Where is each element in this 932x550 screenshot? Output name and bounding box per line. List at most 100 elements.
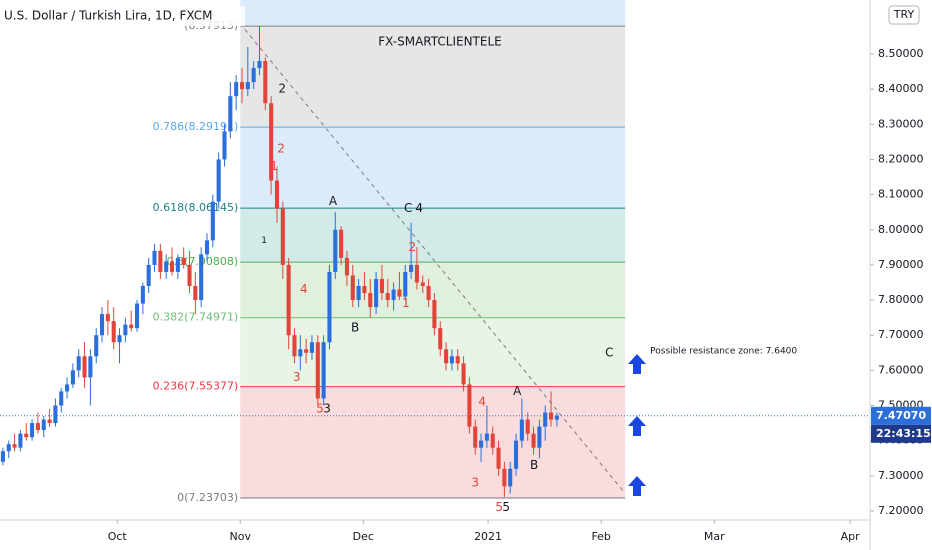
candle-body — [508, 468, 513, 487]
candle-body — [263, 61, 268, 104]
x-tick-label: Nov — [230, 530, 252, 543]
currency-box[interactable] — [888, 5, 920, 25]
y-tick-label: 7.20000 — [878, 504, 924, 517]
countdown: 22:43:15 — [876, 427, 931, 440]
candle-body — [222, 131, 227, 160]
price-tag — [871, 406, 931, 425]
y-tick-label: 8.10000 — [878, 188, 924, 201]
wave-label: 1 — [402, 296, 410, 310]
candle-body — [461, 363, 466, 385]
candle-body — [449, 356, 454, 364]
wave-label: 3 — [293, 370, 301, 384]
candle-body — [391, 289, 396, 301]
wave-label: 5 — [316, 402, 324, 416]
y-tick-label: 8.20000 — [878, 152, 924, 165]
candle-body — [158, 250, 163, 272]
currency[interactable]: TRY — [893, 8, 915, 21]
candle-body — [117, 335, 122, 343]
candle-body — [245, 82, 250, 90]
candle-body — [548, 412, 554, 420]
candle-body — [362, 285, 367, 294]
y-tick-label: 8.30000 — [878, 117, 924, 130]
arrow — [628, 476, 646, 496]
candle-body — [274, 180, 280, 209]
candle-body — [473, 426, 478, 448]
candle-body — [204, 240, 210, 255]
candle-body — [292, 335, 297, 357]
candle-body — [397, 289, 402, 297]
wave-label: C — [605, 345, 613, 359]
candle-body — [6, 444, 11, 452]
candle-body — [403, 271, 408, 297]
candle-body — [496, 447, 501, 469]
y-tick-label: 8.40000 — [878, 82, 924, 95]
candle-body — [169, 261, 175, 272]
candle-body — [356, 285, 361, 301]
candle-body — [24, 433, 29, 438]
candle-body — [70, 370, 75, 385]
candle-body — [327, 271, 332, 343]
candle-body — [321, 342, 326, 399]
candle-body — [239, 82, 245, 90]
candle-body — [519, 419, 524, 441]
candle-body — [490, 433, 495, 448]
wave-label: C — [404, 201, 412, 215]
candle-body — [426, 285, 431, 301]
fib-band — [240, 26, 626, 128]
candle-body — [181, 257, 186, 265]
candle-body — [105, 314, 110, 322]
candle-body — [280, 208, 285, 265]
arrow — [628, 354, 646, 374]
candle-body — [129, 324, 134, 329]
fib-label: 0.618(8.06145) — [153, 201, 239, 214]
candle-body — [502, 468, 507, 487]
candle-body — [35, 423, 40, 431]
candle-body — [444, 349, 449, 364]
candle-body — [537, 426, 542, 448]
x-tick-label: 2021 — [474, 530, 502, 543]
candle-body — [525, 419, 530, 434]
wave-label: 4 — [300, 282, 308, 296]
wave-label: A — [329, 194, 338, 208]
candle-body — [455, 356, 460, 364]
candle-body — [175, 257, 180, 272]
candle-body — [251, 68, 256, 83]
wave-label: 1 — [270, 159, 278, 173]
candle-body — [53, 405, 58, 424]
candle-body — [315, 342, 320, 399]
candle-body — [309, 342, 315, 353]
wave-label: 5 — [495, 500, 503, 514]
fib-label: 0(7.23703) — [177, 491, 238, 504]
candle-body — [379, 278, 384, 294]
candle-body — [374, 278, 379, 308]
countdown-tag — [871, 424, 931, 443]
candle-body — [140, 285, 145, 304]
y-tick-label: 7.30000 — [878, 469, 924, 482]
candle-body — [134, 303, 140, 329]
wave-label: Possible resistance zone: 7.6400 — [650, 347, 797, 357]
fib-band — [240, 208, 626, 263]
plot: (8.57913)0.786(8.29191)0.618(8.06145)0.5… — [0, 0, 870, 514]
wave-label: 2 — [278, 82, 286, 96]
candle-body — [100, 314, 105, 336]
candle-body — [216, 159, 221, 202]
candle-body — [47, 419, 52, 424]
x-tick-label: Apr — [841, 530, 861, 543]
candle-body — [187, 264, 192, 286]
arrows — [628, 354, 646, 496]
candle-body — [409, 264, 414, 272]
fib-band-top — [240, 0, 626, 27]
candle-body — [18, 433, 23, 448]
candle-body — [344, 257, 349, 276]
candle-body — [385, 293, 390, 301]
candle-body — [514, 440, 519, 469]
candle-body — [76, 356, 81, 371]
candle-body — [228, 96, 233, 132]
wave-label: 2 — [277, 141, 285, 155]
candle-body — [467, 384, 472, 427]
candle-body — [210, 201, 215, 241]
price-tag-label: 7.47070 — [876, 409, 926, 422]
watermark: FX-SMARTCLIENTELE — [378, 35, 501, 49]
arrow — [628, 416, 646, 436]
